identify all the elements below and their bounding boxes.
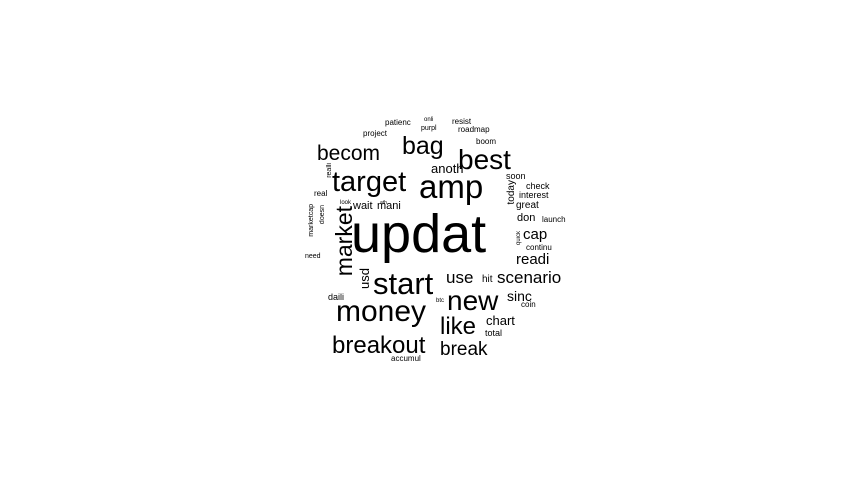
word-bag: bag (402, 132, 444, 160)
word-new: new (447, 285, 499, 316)
word-onli: onli (424, 117, 434, 123)
word-scenario: scenario (497, 268, 562, 287)
word-best: best (458, 144, 511, 175)
word-purpl: purpl (421, 125, 437, 132)
word-interest: interest (519, 190, 549, 200)
word-start: start (373, 266, 434, 301)
word-like: like (440, 313, 477, 340)
word-quick: quick (516, 231, 522, 246)
word-target: target (332, 166, 407, 198)
word-btc: btc (436, 298, 445, 304)
word-great: great (516, 200, 539, 211)
word-breakout: breakout (332, 332, 426, 359)
word-look: look (340, 200, 352, 206)
word-daili: daili (328, 292, 345, 302)
word-ath: ath (380, 200, 387, 206)
word-readi: readi (516, 251, 550, 268)
word-accumul: accumul (391, 354, 421, 363)
word-marketcap: marketcap (308, 204, 315, 237)
word-boom: boom (476, 137, 497, 146)
word-don: don (517, 212, 536, 224)
word-doesn: doesn (319, 205, 326, 225)
word-break: break (440, 339, 488, 360)
word-project: project (363, 129, 388, 138)
word-chart: chart (486, 313, 515, 328)
word-resist: resist (452, 117, 472, 126)
word-real: real (314, 189, 328, 198)
word-usd: usd (357, 268, 372, 289)
word-patienc: patienc (385, 118, 411, 127)
word-money: money (336, 295, 427, 328)
word-market: market (331, 206, 357, 277)
word-becom: becom (317, 142, 381, 165)
word-launch: launch (542, 215, 566, 224)
word-wait: wait (353, 200, 373, 212)
word-anoth: anoth (431, 161, 464, 176)
word-hit: hit (482, 274, 493, 285)
word-soon: soon (506, 171, 526, 181)
word-realli: realli (326, 163, 333, 178)
word-mani: mani (377, 200, 401, 212)
word-check: check (526, 181, 550, 191)
word-sinc: sinc (507, 288, 532, 304)
word-total: total (485, 328, 503, 338)
word-need: need (305, 253, 321, 260)
word-cap: cap (523, 226, 548, 243)
word-continu: continu (526, 243, 552, 252)
word-use: use (446, 268, 474, 287)
word-roadmap: roadmap (458, 125, 490, 134)
word-coin: coin (521, 300, 536, 309)
word-today: today (506, 180, 517, 205)
word-updat: updat (351, 204, 487, 264)
word-amp: amp (419, 168, 484, 205)
